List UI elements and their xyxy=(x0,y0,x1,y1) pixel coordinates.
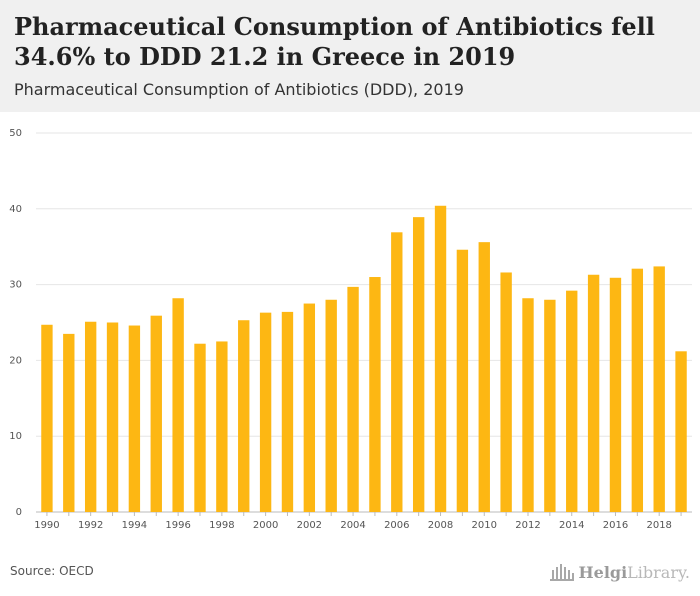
bar-1997 xyxy=(194,343,206,512)
bar-2001 xyxy=(281,311,294,512)
source-note: Source: OECD xyxy=(10,564,94,578)
bar-1996 xyxy=(172,298,184,512)
bar-2000 xyxy=(259,312,272,512)
bar-2016 xyxy=(609,277,622,512)
bar-1991 xyxy=(63,333,75,512)
bar-2003 xyxy=(325,299,337,512)
bar-2010 xyxy=(478,242,490,512)
helgi-library-logo: HelgiLibrary. xyxy=(549,560,690,584)
bar-2011 xyxy=(500,272,512,512)
bar-2009 xyxy=(456,249,469,513)
logo-text: HelgiLibrary. xyxy=(579,563,690,582)
y-tick-label: 20 xyxy=(9,355,22,366)
bar-2013 xyxy=(544,299,556,512)
library-building-icon xyxy=(549,564,574,581)
y-tick-label: 40 xyxy=(9,204,22,215)
bar-2005 xyxy=(369,277,381,512)
x-tick-label: 1992 xyxy=(78,520,103,531)
bar-1998 xyxy=(216,341,228,512)
x-tick-label: 1994 xyxy=(122,520,147,531)
x-tick-label: 2006 xyxy=(384,520,409,531)
x-tick-label: 1990 xyxy=(34,520,59,531)
gridlines xyxy=(36,132,692,513)
x-tick-label: 2000 xyxy=(253,520,278,531)
y-tick-label: 30 xyxy=(9,280,22,291)
y-tick-label: 0 xyxy=(16,507,22,518)
bars xyxy=(41,205,687,513)
bar-1994 xyxy=(128,325,141,512)
bar-2002 xyxy=(303,303,316,512)
bar-2006 xyxy=(391,232,403,513)
bar-2008 xyxy=(434,205,447,512)
x-tick-label: 2008 xyxy=(428,520,453,531)
bar-1995 xyxy=(150,315,162,512)
bar-1999 xyxy=(238,320,250,512)
x-tick-label: 2002 xyxy=(297,520,322,531)
y-axis: 0 10 20 30 40 50 xyxy=(9,128,22,518)
y-tick-label: 50 xyxy=(9,128,22,139)
x-tick-label: 1998 xyxy=(209,520,234,531)
x-tick-label: 2004 xyxy=(340,520,365,531)
header-band: Pharmaceutical Consumption of Antibiotic… xyxy=(0,0,700,112)
y-tick-label: 10 xyxy=(9,431,22,442)
logo-text-helgi: Helgi xyxy=(578,562,628,582)
x-tick-label: 2010 xyxy=(472,520,497,531)
bar-chart: 1990 1992 1994 1996 1998 2000 2002 2004 2006 2008… xyxy=(9,128,692,531)
logo-text-library: Library. xyxy=(627,562,690,582)
x-tick-label: 2018 xyxy=(646,520,671,531)
bar-2018 xyxy=(653,266,665,512)
x-axis: 1990 1992 1994 1996 1998 2000 2002 2004 2006 2008… xyxy=(34,512,682,531)
bar-1990 xyxy=(41,324,53,512)
bar-2017 xyxy=(631,268,644,512)
bar-2007 xyxy=(412,217,425,512)
bar-1992 xyxy=(84,321,97,512)
bar-2004 xyxy=(347,286,359,512)
chart-title: Pharmaceutical Consumption of Antibiotic… xyxy=(14,12,655,71)
bar-1993 xyxy=(106,322,119,512)
bar-2014 xyxy=(566,290,578,512)
x-tick-label: 1996 xyxy=(165,520,190,531)
bar-2012 xyxy=(522,298,534,512)
bar-2015 xyxy=(587,274,600,512)
bar-2019 xyxy=(675,351,687,512)
chart-subtitle: Pharmaceutical Consumption of Antibiotic… xyxy=(14,80,464,99)
x-tick-label: 2014 xyxy=(559,520,584,531)
x-tick-label: 2016 xyxy=(603,520,628,531)
x-tick-label: 2012 xyxy=(515,520,540,531)
